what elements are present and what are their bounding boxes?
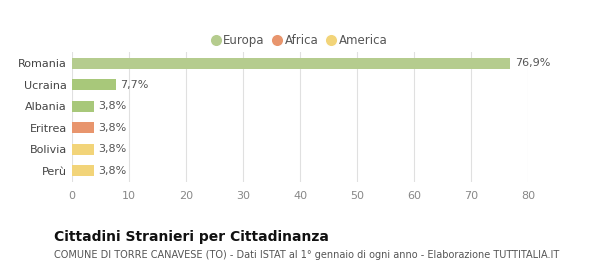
Bar [72, 58, 511, 69]
Text: 3,8%: 3,8% [98, 144, 127, 154]
Text: 76,9%: 76,9% [515, 58, 550, 68]
Text: 3,8%: 3,8% [98, 101, 127, 111]
Bar [72, 165, 94, 176]
Bar [72, 122, 94, 133]
Text: COMUNE DI TORRE CANAVESE (TO) - Dati ISTAT al 1° gennaio di ogni anno - Elaboraz: COMUNE DI TORRE CANAVESE (TO) - Dati IST… [54, 250, 559, 259]
Text: Cittadini Stranieri per Cittadinanza: Cittadini Stranieri per Cittadinanza [54, 230, 329, 244]
Bar [72, 144, 94, 155]
Text: 3,8%: 3,8% [98, 123, 127, 133]
Legend: Europa, Africa, America: Europa, Africa, America [208, 29, 392, 52]
Text: 7,7%: 7,7% [121, 80, 149, 90]
Bar [72, 101, 94, 112]
Bar [72, 79, 116, 90]
Text: 3,8%: 3,8% [98, 166, 127, 176]
